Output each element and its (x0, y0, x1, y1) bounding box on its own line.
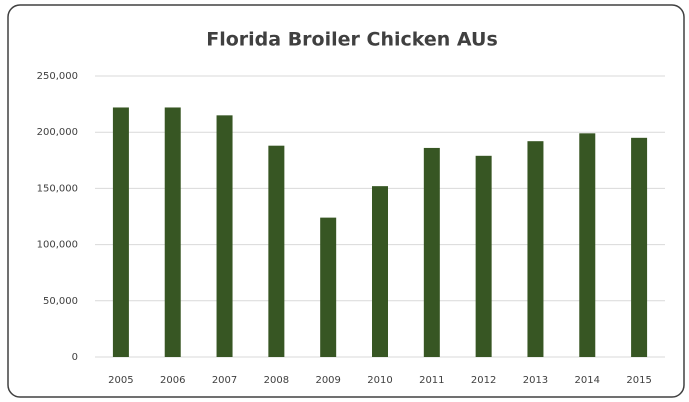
y-tick-label: 100,000 (37, 240, 78, 251)
bar (164, 107, 181, 357)
x-tick-label: 2011 (419, 375, 444, 386)
bar (320, 217, 337, 357)
bar (423, 147, 440, 357)
y-tick-label: 250,000 (37, 71, 78, 82)
x-tick-label: 2015 (626, 375, 651, 386)
x-tick-label: 2014 (575, 375, 600, 386)
y-tick-label: 50,000 (43, 296, 78, 307)
bar (268, 145, 285, 357)
x-tick-label: 2012 (471, 375, 496, 386)
x-tick-label: 2005 (108, 375, 133, 386)
x-tick-label: 2013 (523, 375, 548, 386)
bar (527, 141, 544, 357)
bar (216, 115, 233, 357)
bar (579, 133, 596, 357)
x-tick-label: 2006 (160, 375, 185, 386)
y-tick-label: 150,000 (37, 183, 78, 194)
y-tick-label: 0 (72, 352, 78, 363)
y-tick-label: 200,000 (37, 127, 78, 138)
bar (475, 155, 492, 357)
bar (372, 186, 388, 357)
bar (112, 107, 129, 357)
x-tick-label: 2007 (212, 375, 237, 386)
x-tick-label: 2008 (264, 375, 289, 386)
x-tick-label: 2009 (315, 375, 340, 386)
chart-title: Florida Broiler Chicken AUs (206, 29, 498, 51)
x-tick-label: 2010 (367, 375, 392, 386)
bar (631, 137, 648, 357)
